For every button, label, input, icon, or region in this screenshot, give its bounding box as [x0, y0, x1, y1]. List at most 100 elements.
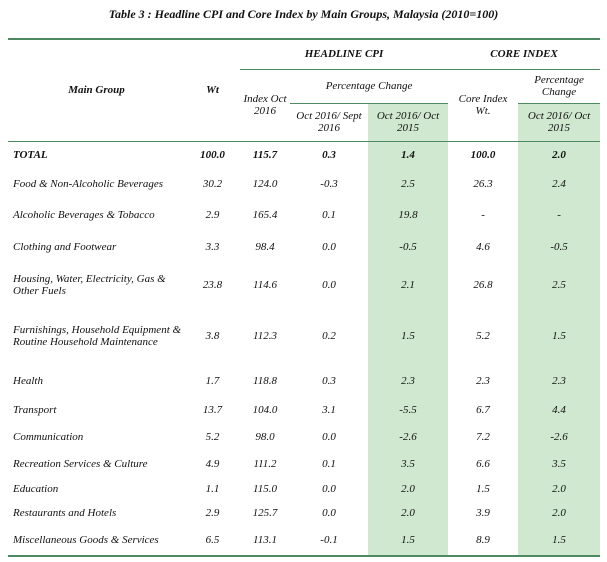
pct-oct-sept-cell: 0.1 [322, 458, 336, 470]
core-weight-cell: 2.3 [476, 375, 490, 387]
weight-cell: 13.7 [202, 403, 223, 416]
core-pct-oct-oct-cell: -2.6 [518, 423, 601, 451]
index-cell: 113.1 [240, 525, 290, 557]
header-core-oct-oct: Oct 2016/ Oct 2015 [518, 103, 601, 142]
table-title: Table 3 : Headline CPI and Core Index by… [108, 7, 499, 21]
table-row: Education 1.1 115.0 0.0 2.0 1.5 2.0 [8, 477, 601, 501]
table-row: Food & Non-Alcoholic Beverages 30.2 124.0 -… [8, 169, 601, 199]
table-row: Clothing and Footwear 3.3 98.4 0.0 -0.5 4.6 -0… [8, 231, 601, 263]
header-oct-sept: Oct 2016/ Sept 2016 [290, 103, 368, 142]
core-pct-oct-oct-cell: -0.5 [518, 231, 601, 263]
main-group-cell: Food & Non-Alcoholic Beverages [13, 178, 163, 190]
weight-cell: 4.9 [205, 458, 220, 470]
index-cell: 125.7 [252, 507, 278, 519]
table-row: Miscellaneous Goods & Services 6.5 113.1 -0… [8, 525, 601, 557]
pct-oct-sept-cell: -0.3 [320, 178, 338, 190]
pct-oct-oct-cell: 1.4 [368, 141, 449, 169]
header-index: Index Oct 2016 [240, 69, 290, 142]
pct-oct-oct-cell: -5.5 [368, 396, 449, 423]
pct-oct-oct-cell: 3.5 [368, 451, 449, 477]
index-cell: 111.2 [253, 458, 277, 470]
pct-oct-oct-cell: 1.5 [368, 525, 449, 557]
table-row: Alcoholic Beverages & Tobacco 2.9 165.4 0.1… [8, 199, 601, 231]
header-core-pct-change: Percentage Change [518, 69, 601, 104]
pct-oct-sept-cell: 0.0 [322, 241, 336, 253]
main-group-cell: Alcoholic Beverages & Tobacco [13, 209, 155, 221]
core-pct-oct-oct-cell: - [518, 199, 601, 231]
table-row: Recreation Services & Culture 4.9 111.2 0.1… [8, 451, 601, 477]
table-row: Communication 5.2 98.0 0.0 -2.6 7.2 -2.6 [8, 423, 601, 451]
pct-oct-oct-cell: 2.1 [368, 263, 449, 306]
table-row: Restaurants and Hotels 2.9 125.7 0.0 2.0 3.9 2… [8, 501, 601, 525]
core-weight-cell: 7.2 [476, 431, 490, 443]
pct-oct-sept-cell: 3.1 [322, 403, 336, 416]
weight-cell: 3.3 [205, 241, 220, 253]
weight-cell: 1.1 [205, 483, 220, 495]
pct-oct-oct-cell: 2.0 [368, 501, 449, 525]
index-cell: 118.8 [253, 375, 277, 387]
core-pct-oct-oct-cell: 2.0 [518, 141, 601, 169]
main-group-cell: Miscellaneous Goods & Services [8, 525, 185, 557]
weight-cell: 23.8 [202, 278, 223, 291]
main-group-cell: Furnishings, Household Equipment & Routi… [13, 324, 182, 348]
table-row: Housing, Water, Electricity, Gas & Other… [8, 263, 601, 306]
table-row: Transport 13.7 104.0 3.1 -5.5 6.7 4.4 [8, 396, 601, 423]
core-pct-oct-oct-cell: 2.0 [518, 501, 601, 525]
weight-cell: 1.7 [205, 375, 220, 387]
index-cell: 124.0 [252, 178, 278, 190]
pct-oct-sept-cell: 0.0 [322, 507, 336, 519]
core-weight-cell: 6.7 [476, 403, 490, 416]
header-core-index: CORE INDEX [448, 38, 601, 70]
header-core-wt: Core Index Wt. [448, 69, 519, 142]
core-weight-cell: 100.0 [470, 149, 496, 162]
index-cell: 114.6 [253, 278, 277, 291]
main-group-cell: TOTAL [13, 149, 48, 162]
main-group-cell: Education [13, 483, 59, 495]
pct-oct-sept-cell: 0.0 [322, 483, 336, 495]
main-group-cell: Communication [13, 431, 84, 443]
core-pct-oct-oct-cell: 1.5 [518, 306, 601, 366]
core-weight-cell: 1.5 [476, 483, 490, 495]
table-row: Health 1.7 118.8 0.3 2.3 2.3 2.3 [8, 366, 601, 396]
weight-cell: 3.8 [205, 330, 220, 342]
core-pct-oct-oct-cell: 1.5 [518, 525, 601, 557]
main-group-cell: Clothing and Footwear [13, 241, 117, 253]
index-cell: 115.0 [253, 483, 277, 495]
pct-oct-sept-cell: -0.1 [290, 525, 368, 557]
main-group-cell: Recreation Services & Culture [13, 458, 148, 470]
main-group-cell: Health [13, 375, 43, 387]
table-row: Furnishings, Household Equipment & Routi… [8, 306, 601, 366]
weight-cell: 100.0 [200, 149, 225, 162]
pct-oct-sept-cell: 0.0 [322, 431, 336, 443]
core-pct-oct-oct-cell: 2.4 [518, 169, 601, 199]
cpi-table: Main Group Wt HEADLINE CPI CORE INDEX In… [8, 38, 601, 557]
pct-oct-sept-cell: 0.3 [322, 149, 336, 162]
core-weight-cell: 4.6 [476, 241, 490, 253]
index-cell: 98.0 [255, 431, 275, 443]
pct-oct-oct-cell: 2.5 [368, 169, 449, 199]
weight-cell: 2.9 [205, 209, 220, 221]
header-pct-change: Percentage Change [290, 69, 449, 104]
core-weight-cell: 6.6 [476, 458, 490, 470]
pct-oct-oct-cell: 1.5 [368, 306, 449, 366]
index-cell: 98.4 [255, 241, 275, 253]
main-group-cell: Restaurants and Hotels [13, 507, 117, 519]
weight-cell: 6.5 [185, 525, 240, 557]
header-oct-oct: Oct 2016/ Oct 2015 [368, 103, 449, 142]
pct-oct-sept-cell: 0.1 [322, 209, 336, 221]
core-weight-cell: 8.9 [448, 525, 519, 557]
core-pct-oct-oct-cell: 2.0 [518, 477, 601, 501]
pct-oct-oct-cell: -0.5 [368, 231, 449, 263]
core-weight-cell: 3.9 [476, 507, 490, 519]
header-main-group: Main Group [8, 38, 185, 142]
main-group-cell: Housing, Water, Electricity, Gas & Other… [13, 272, 166, 297]
pct-oct-sept-cell: 0.3 [322, 375, 336, 387]
header-wt: Wt [185, 38, 240, 142]
core-pct-oct-oct-cell: 3.5 [518, 451, 601, 477]
header-headline-cpi: HEADLINE CPI [240, 38, 449, 70]
table-header: Main Group Wt HEADLINE CPI CORE INDEX In… [8, 38, 601, 142]
pct-oct-sept-cell: 0.2 [322, 330, 336, 342]
core-weight-cell: 26.8 [473, 278, 493, 291]
